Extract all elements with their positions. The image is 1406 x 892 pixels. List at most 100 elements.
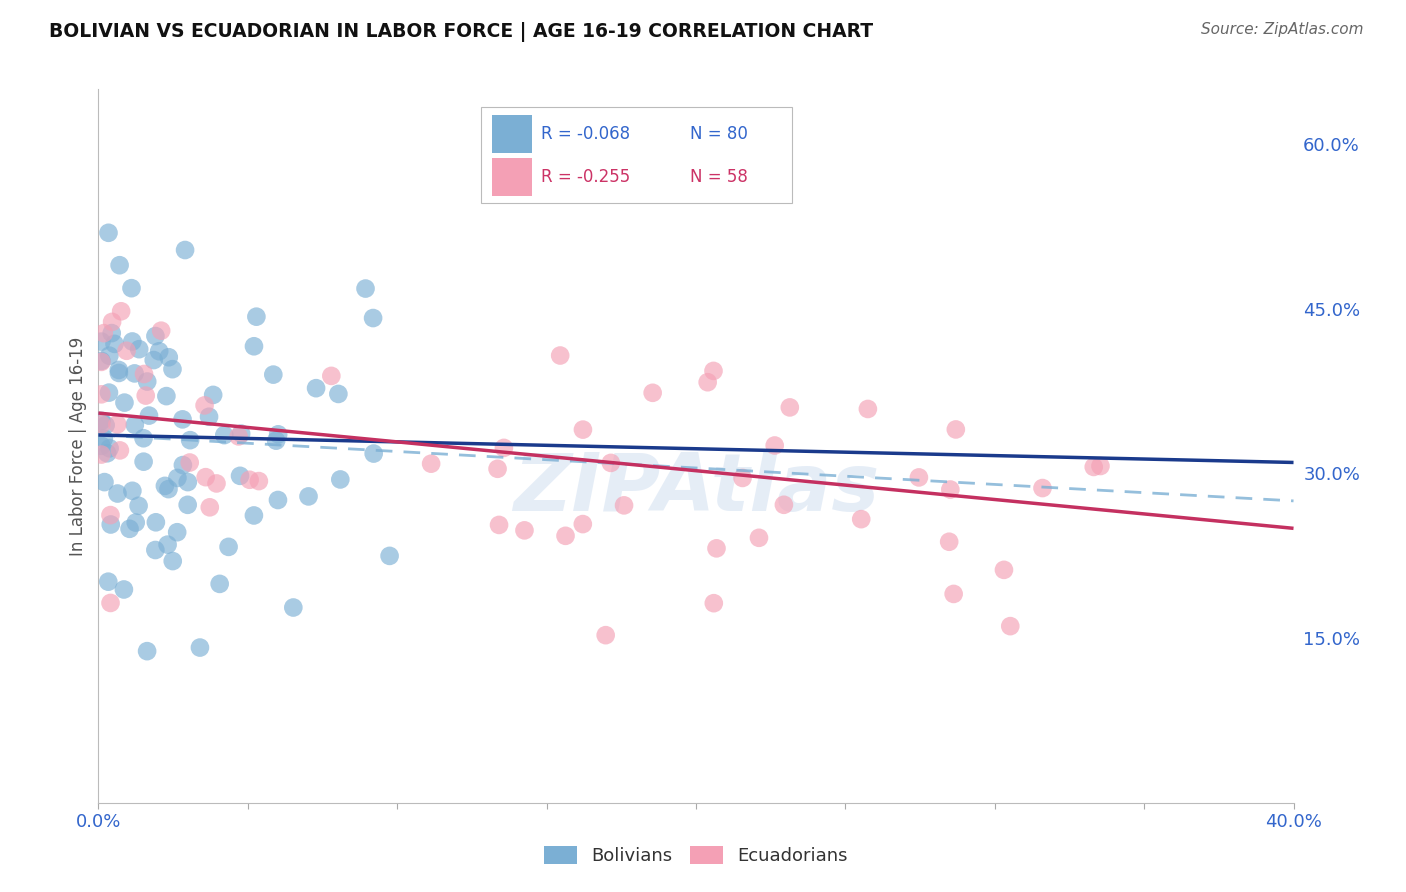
Legend: Bolivians, Ecuadorians: Bolivians, Ecuadorians (537, 838, 855, 872)
Point (145, 516, 167, 530)
Point (938, 534, 960, 549)
Point (572, 423, 595, 437)
Point (112, 582, 135, 597)
Point (513, 524, 536, 538)
Point (90, 439, 112, 453)
Point (763, 438, 786, 452)
Point (132, 367, 155, 381)
Point (706, 541, 728, 556)
Point (486, 462, 509, 476)
Point (162, 554, 184, 568)
Point (172, 412, 194, 426)
Point (90, 387, 112, 401)
Point (156, 538, 179, 552)
Point (90, 414, 112, 428)
Point (773, 498, 796, 512)
Point (363, 446, 385, 460)
Point (702, 364, 724, 378)
Point (121, 281, 143, 295)
Point (198, 409, 221, 424)
Point (267, 427, 290, 442)
Point (93, 475, 115, 489)
Point (329, 473, 352, 487)
Point (153, 479, 176, 493)
Point (150, 324, 173, 338)
Point (132, 431, 155, 445)
Point (128, 342, 150, 356)
Point (243, 339, 266, 353)
Point (572, 517, 595, 532)
Point (121, 334, 143, 349)
Point (157, 351, 180, 365)
Point (108, 258, 131, 272)
Point (378, 549, 401, 563)
Point (194, 398, 217, 412)
Point (548, 349, 571, 363)
Point (142, 353, 165, 368)
Text: N = 58: N = 58 (690, 168, 748, 186)
Point (97, 226, 120, 240)
Text: N = 80: N = 80 (690, 125, 748, 143)
Point (231, 426, 253, 441)
Point (243, 508, 266, 523)
Point (135, 388, 157, 402)
Point (305, 381, 328, 395)
Point (172, 458, 194, 472)
Point (166, 525, 188, 540)
Point (176, 498, 198, 512)
Point (174, 243, 197, 257)
Point (105, 417, 128, 432)
Point (228, 429, 250, 443)
Point (492, 441, 515, 455)
Point (124, 417, 146, 432)
Point (93, 326, 115, 340)
Text: Source: ZipAtlas.com: Source: ZipAtlas.com (1201, 22, 1364, 37)
Point (107, 363, 129, 377)
Point (100, 508, 122, 522)
Text: R = -0.068: R = -0.068 (541, 125, 630, 143)
Point (613, 499, 636, 513)
Point (908, 470, 931, 484)
Point (993, 563, 1015, 577)
Point (851, 512, 873, 526)
Point (297, 490, 319, 504)
Point (267, 493, 290, 508)
Point (321, 368, 343, 383)
Point (214, 428, 236, 442)
Point (108, 366, 131, 380)
Point (247, 474, 270, 488)
Point (179, 456, 201, 470)
Point (488, 517, 510, 532)
Point (100, 596, 122, 610)
Point (177, 475, 200, 489)
Point (262, 368, 284, 382)
Point (703, 596, 725, 610)
Point (731, 471, 754, 485)
Point (696, 375, 718, 389)
Point (107, 486, 129, 500)
Point (98, 442, 121, 456)
Point (361, 311, 384, 326)
Point (103, 336, 125, 351)
Point (145, 329, 167, 343)
Point (125, 516, 148, 530)
Point (98, 349, 121, 363)
Point (1031, 481, 1053, 495)
Text: R = -0.255: R = -0.255 (541, 168, 630, 186)
Point (198, 500, 221, 515)
Point (115, 343, 138, 358)
Point (94, 418, 117, 433)
Point (96, 446, 118, 460)
Point (208, 577, 231, 591)
Point (779, 401, 801, 415)
Point (205, 476, 228, 491)
Point (194, 470, 217, 484)
Point (1090, 458, 1112, 473)
Point (110, 304, 132, 318)
Point (641, 385, 664, 400)
Point (939, 483, 962, 497)
Text: ZIPAtlas: ZIPAtlas (513, 450, 879, 528)
Point (93, 432, 115, 446)
Point (118, 522, 141, 536)
FancyBboxPatch shape (492, 115, 533, 153)
